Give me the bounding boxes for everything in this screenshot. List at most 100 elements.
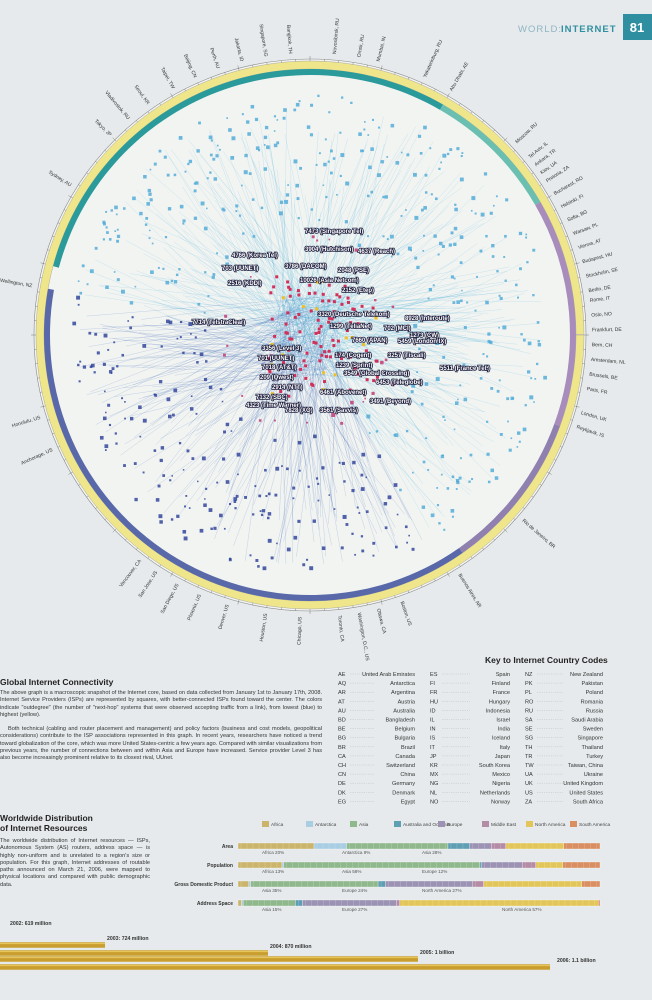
connection bbox=[323, 313, 471, 368]
connection bbox=[300, 211, 379, 329]
isp-node bbox=[366, 235, 369, 238]
city-label: Beijing, CN bbox=[182, 53, 198, 79]
connection bbox=[335, 289, 518, 314]
isp-node bbox=[450, 509, 455, 513]
connection bbox=[138, 354, 286, 409]
ring-tick bbox=[170, 93, 174, 98]
connection bbox=[283, 372, 332, 542]
isp-node bbox=[295, 102, 300, 107]
connection bbox=[308, 313, 326, 557]
isp-node bbox=[259, 510, 262, 513]
city-label: Buenos Aires, AR bbox=[457, 573, 483, 610]
isp-node bbox=[306, 421, 308, 424]
isp-label: 10026 (Asia Netcom) bbox=[300, 278, 359, 284]
isp-node bbox=[459, 457, 462, 460]
isp-node bbox=[258, 494, 261, 498]
connection bbox=[328, 337, 341, 525]
ring-tick bbox=[95, 507, 98, 509]
connection bbox=[170, 357, 307, 485]
ring-tick bbox=[522, 507, 525, 509]
isp-node bbox=[292, 486, 296, 490]
connection bbox=[333, 160, 367, 315]
connection bbox=[95, 259, 325, 374]
isp-node bbox=[386, 238, 389, 241]
connection bbox=[214, 200, 326, 358]
core-node bbox=[321, 388, 325, 392]
isp-node bbox=[363, 128, 366, 131]
isp-node bbox=[491, 255, 495, 258]
isp-node bbox=[459, 177, 464, 182]
isp-node bbox=[298, 100, 301, 103]
connection bbox=[321, 284, 460, 340]
isp-node bbox=[94, 246, 98, 250]
isp-node bbox=[510, 396, 514, 401]
connection bbox=[179, 315, 325, 515]
isp-node bbox=[204, 498, 206, 500]
connection bbox=[335, 294, 454, 446]
isp-label: 7473 (Singapore Tel) bbox=[305, 229, 363, 235]
connection bbox=[328, 359, 469, 484]
isp-node bbox=[338, 461, 341, 464]
isp-node bbox=[147, 188, 152, 193]
isp-node bbox=[207, 295, 210, 298]
core-node bbox=[288, 287, 292, 291]
ring-tick bbox=[574, 262, 580, 265]
connection bbox=[167, 213, 304, 369]
connection bbox=[327, 369, 406, 440]
connection bbox=[330, 297, 419, 405]
ring-tick bbox=[574, 405, 580, 408]
connection bbox=[306, 291, 462, 335]
connection bbox=[134, 198, 293, 322]
isp-node bbox=[284, 199, 289, 204]
key-name: Switzerland bbox=[386, 763, 415, 769]
isp-node bbox=[241, 113, 244, 116]
ring-tick bbox=[159, 564, 161, 567]
section-title: Worldwide Distribution bbox=[0, 813, 93, 823]
connection bbox=[282, 138, 369, 347]
connection bbox=[321, 157, 416, 343]
connection bbox=[295, 132, 336, 296]
isp-node bbox=[526, 261, 529, 264]
core-node bbox=[349, 355, 353, 359]
core-node bbox=[297, 313, 301, 317]
isp-node bbox=[471, 478, 474, 481]
connection bbox=[293, 354, 390, 515]
isp-node bbox=[250, 276, 252, 278]
connection bbox=[293, 172, 427, 340]
isp-node bbox=[422, 249, 425, 252]
connection bbox=[190, 268, 310, 317]
isp-node bbox=[313, 434, 317, 439]
connection bbox=[163, 247, 286, 375]
isp-node bbox=[203, 503, 207, 507]
core-node bbox=[330, 317, 334, 321]
connection bbox=[109, 329, 308, 417]
connection bbox=[329, 259, 459, 329]
isp-node bbox=[536, 321, 540, 324]
bar-segment bbox=[302, 899, 397, 907]
connection bbox=[136, 270, 288, 327]
connection bbox=[123, 335, 338, 341]
ring-tick bbox=[446, 93, 450, 98]
connection bbox=[152, 373, 330, 387]
isp-node bbox=[242, 232, 245, 235]
isp-node bbox=[306, 125, 311, 129]
connection bbox=[209, 129, 299, 357]
connection bbox=[183, 290, 317, 345]
ring-tick bbox=[197, 585, 199, 588]
connection bbox=[270, 169, 296, 297]
ring-tick bbox=[547, 195, 552, 199]
connection bbox=[294, 159, 338, 366]
isp-node bbox=[204, 271, 207, 274]
connection bbox=[298, 356, 524, 367]
connection bbox=[293, 300, 396, 482]
header-section: WORLD: bbox=[518, 24, 562, 35]
isp-node bbox=[222, 265, 226, 269]
ring-tick bbox=[503, 137, 508, 142]
isp-node bbox=[360, 473, 364, 477]
isp-node bbox=[113, 271, 116, 273]
connection bbox=[316, 263, 522, 369]
isp-node bbox=[230, 430, 233, 432]
connection bbox=[287, 188, 341, 357]
isp-node bbox=[341, 461, 345, 465]
